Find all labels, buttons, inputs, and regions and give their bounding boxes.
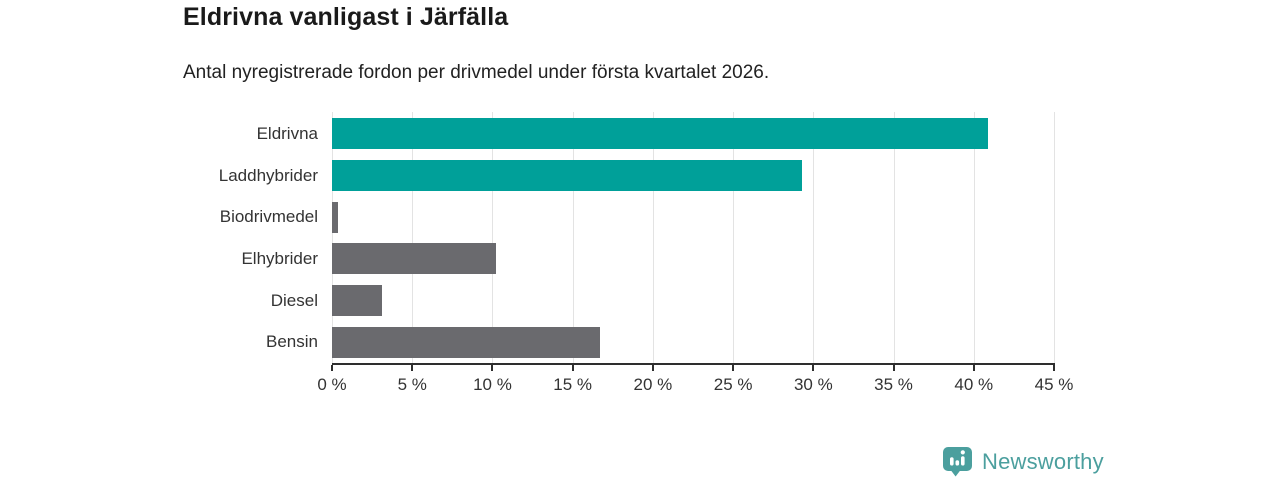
gridline (893, 112, 895, 363)
bar (332, 118, 989, 150)
gridline (1054, 112, 1055, 363)
x-axis-tick (972, 365, 975, 371)
x-axis-tick-label: 35 % (874, 375, 913, 394)
x-axis-tick (571, 365, 574, 371)
bar (332, 243, 496, 275)
bar-row (332, 155, 1054, 197)
x-axis-tick (491, 365, 494, 371)
gridline (492, 112, 494, 363)
x-axis-tick (331, 365, 333, 371)
gridline (652, 112, 654, 363)
gridline (412, 112, 414, 363)
bar-row (332, 113, 1054, 155)
bar-row (332, 238, 1054, 280)
x-axis-tick (651, 365, 654, 371)
x-axis-tick-label: 15 % (553, 375, 593, 394)
bar (332, 201, 339, 233)
x-axis-tick-label: 40 % (954, 375, 994, 394)
x-axis-tick-label: 30 % (793, 375, 833, 394)
bar-row (332, 280, 1054, 322)
brand-name: Newsworthy (982, 449, 1104, 474)
bar-row (332, 196, 1054, 238)
gridline (813, 112, 815, 363)
gridline (572, 112, 574, 363)
bar (332, 160, 803, 191)
bar (332, 285, 382, 317)
chart-title: Eldrivna vanligast i Järfälla (183, 3, 509, 31)
newsworthy-logo-icon (943, 447, 972, 477)
category-label: Laddhybrider (218, 165, 318, 185)
x-axis-line (332, 363, 1055, 365)
x-axis-tick-label: 20 % (633, 375, 673, 394)
x-axis-tick-label: 5 % (397, 375, 427, 394)
chart-subtitle: Antal nyregistrerade fordon per drivmede… (183, 62, 770, 83)
x-axis-tick (1053, 365, 1055, 371)
x-axis-tick-label: 45 % (1034, 375, 1074, 394)
gridline (332, 112, 333, 363)
gridline (973, 112, 975, 363)
category-label: Eldrivna (256, 123, 318, 143)
brand-footer: Newsworthy (942, 446, 1104, 478)
bar-chart: Eldrivna Laddhybrider Biodrivmedel Elhybrid… (0, 112, 1280, 413)
x-axis-tick-label: 0 % (317, 375, 347, 394)
x-axis-tick (812, 365, 815, 371)
gridline (733, 112, 735, 363)
category-label: Bensin (266, 332, 318, 352)
bar-row (332, 321, 1054, 363)
bars-container (332, 113, 1054, 363)
x-axis-tick-label: 10 % (473, 375, 512, 394)
category-label: Elhybrider (241, 248, 318, 268)
x-axis-tick (732, 365, 735, 371)
category-label: Biodrivmedel (219, 207, 318, 227)
bar (332, 326, 600, 358)
x-axis-tick (411, 365, 414, 371)
x-axis-tick (892, 365, 895, 371)
x-axis-tick-label: 25 % (713, 375, 753, 394)
plot-area: 0 % 5 % 10 % 15 % 20 % 25 % 30 % 35 % 40 % 45 % (317, 112, 1073, 394)
category-label: Diesel (270, 290, 318, 310)
category-axis-labels: Eldrivna Laddhybrider Biodrivmedel Elhybrid… (0, 113, 318, 363)
